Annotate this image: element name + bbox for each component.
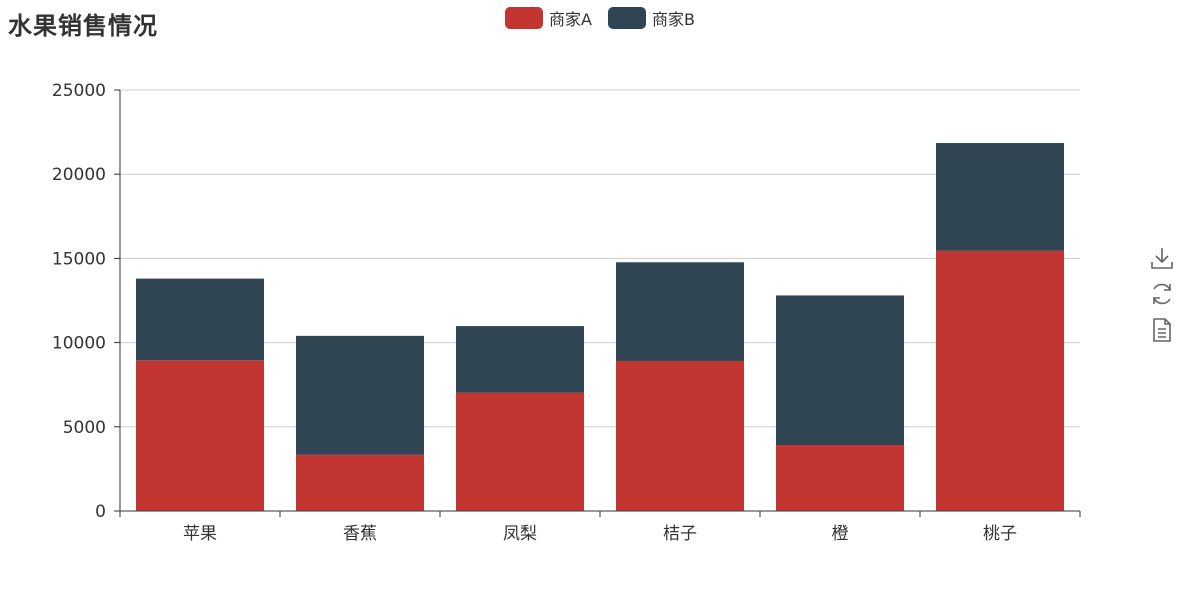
- x-tick-label: 香蕉: [343, 524, 377, 544]
- legend-swatch-series-2: [607, 7, 646, 29]
- legend: 商家A 商家B: [0, 6, 1200, 30]
- bars: [136, 143, 1064, 511]
- bar-series-2[interactable]: [136, 278, 264, 361]
- x-tick-label: 桔子: [663, 524, 697, 544]
- y-tick-label: 5000: [63, 418, 106, 438]
- legend-label-series-1: 商家A: [549, 10, 592, 29]
- x-tick-label: 凤梨: [503, 524, 537, 544]
- bar-series-1[interactable]: [616, 360, 744, 511]
- bar-series-2[interactable]: [456, 326, 584, 393]
- bar-series-1[interactable]: [776, 444, 904, 511]
- legend-swatch-series-1: [505, 7, 544, 29]
- x-tick-label: 苹果: [183, 524, 217, 544]
- bar-series-2[interactable]: [296, 335, 424, 455]
- legend-label-series-2: 商家B: [651, 10, 695, 29]
- y-tick-label: 15000: [52, 249, 106, 269]
- bar-series-2[interactable]: [936, 143, 1064, 251]
- x-tick-label: 桃子: [983, 524, 1017, 544]
- data-view-icon[interactable]: [1148, 316, 1176, 344]
- chart-title: 水果销售情况: [8, 12, 158, 40]
- x-tick-label: 橙: [832, 524, 849, 544]
- y-tick-label: 10000: [52, 334, 106, 354]
- bar-series-1[interactable]: [136, 360, 264, 511]
- bar-series-1[interactable]: [456, 392, 584, 511]
- legend-item-series-2[interactable]: 商家B: [607, 6, 695, 30]
- bar-series-1[interactable]: [936, 250, 1064, 511]
- y-tick-label: 0: [95, 502, 106, 522]
- legend-item-series-1[interactable]: 商家A: [505, 6, 592, 30]
- y-tick-label: 20000: [52, 165, 106, 185]
- download-icon[interactable]: [1148, 244, 1176, 272]
- bar-series-2[interactable]: [616, 262, 744, 361]
- bar-series-2[interactable]: [776, 295, 904, 445]
- toolbox: [1148, 244, 1176, 344]
- refresh-icon[interactable]: [1148, 280, 1176, 308]
- grid-lines: [120, 89, 1080, 428]
- axes: 0 5000 10000 15000 20000 25000 苹果 香蕉 凤梨 桔子 橙 桃子: [52, 81, 1081, 544]
- bar-series-1[interactable]: [296, 454, 424, 511]
- y-tick-label: 25000: [52, 81, 106, 101]
